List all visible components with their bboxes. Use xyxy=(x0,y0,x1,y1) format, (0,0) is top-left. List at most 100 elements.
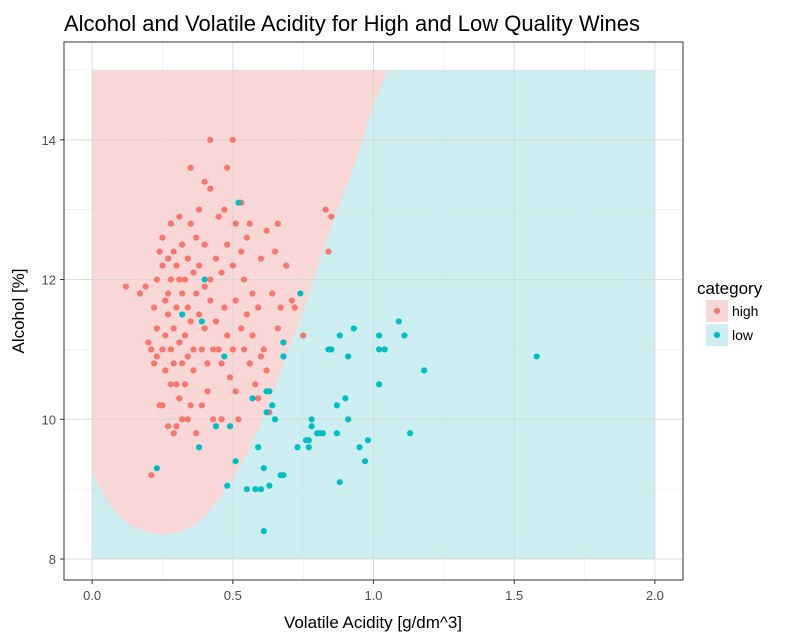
point-high xyxy=(176,213,183,220)
point-low xyxy=(345,416,352,423)
point-high xyxy=(218,360,225,367)
point-high xyxy=(193,430,200,437)
point-high xyxy=(229,346,236,353)
point-low xyxy=(336,479,343,486)
point-high xyxy=(195,206,203,213)
point-high xyxy=(204,360,211,367)
point-low xyxy=(271,416,279,423)
point-high xyxy=(153,325,160,332)
point-low xyxy=(406,430,414,437)
x-axis: 0.0 0.5 1.0 1.5 2.0 xyxy=(83,580,664,603)
point-high xyxy=(252,381,259,388)
point-high xyxy=(288,297,296,304)
point-high xyxy=(148,346,155,353)
point-high xyxy=(260,346,267,353)
point-high xyxy=(176,276,183,283)
point-high xyxy=(159,234,166,241)
y-tick-label: 10 xyxy=(42,412,56,427)
point-low xyxy=(294,444,301,451)
point-high xyxy=(181,381,189,388)
point-low xyxy=(263,409,270,416)
point-low xyxy=(226,423,234,430)
point-high xyxy=(187,220,194,227)
legend-swatch-low xyxy=(713,331,721,339)
point-high xyxy=(263,367,270,374)
point-low xyxy=(356,444,363,451)
y-tick-label: 14 xyxy=(42,133,56,148)
legend-label-low: low xyxy=(732,327,754,343)
point-high xyxy=(176,395,183,402)
point-low xyxy=(221,353,228,360)
point-low xyxy=(179,311,186,318)
point-high xyxy=(328,213,335,220)
legend: category high low xyxy=(697,279,763,346)
point-low xyxy=(305,444,312,451)
point-high xyxy=(179,290,186,297)
point-high xyxy=(274,325,281,332)
point-low xyxy=(421,367,428,374)
grid-major xyxy=(64,42,683,580)
point-high xyxy=(167,220,175,227)
point-low xyxy=(376,346,383,353)
point-high xyxy=(246,360,253,367)
point-low xyxy=(224,482,231,489)
point-high xyxy=(184,255,191,262)
point-low xyxy=(243,486,250,493)
point-high xyxy=(269,290,276,297)
point-high xyxy=(257,353,265,360)
point-high xyxy=(277,304,284,311)
point-low xyxy=(381,346,388,353)
point-high xyxy=(243,311,250,318)
point-low xyxy=(195,444,203,451)
legend-items: high low xyxy=(706,300,758,346)
point-high xyxy=(238,325,245,332)
point-low xyxy=(257,486,265,493)
point-high xyxy=(249,332,256,339)
point-high xyxy=(170,248,177,255)
point-high xyxy=(184,416,191,423)
point-high xyxy=(271,248,279,255)
point-low xyxy=(376,332,383,339)
y-tick-label: 8 xyxy=(49,552,56,567)
point-high xyxy=(240,276,248,283)
point-high xyxy=(201,283,208,290)
point-high xyxy=(162,297,169,304)
point-high xyxy=(322,206,329,213)
x-tick-label: 1.0 xyxy=(364,588,382,603)
point-high xyxy=(212,255,220,262)
point-high xyxy=(201,325,208,332)
region-high xyxy=(92,69,388,535)
point-low xyxy=(401,332,408,339)
point-low xyxy=(395,318,402,325)
point-low xyxy=(260,527,267,535)
point-low xyxy=(252,486,259,493)
point-high xyxy=(300,332,307,339)
point-low xyxy=(328,346,335,353)
point-high xyxy=(173,381,180,388)
point-high xyxy=(198,402,205,409)
point-high xyxy=(193,290,200,297)
point-high xyxy=(145,339,152,346)
point-high xyxy=(291,304,298,311)
point-low xyxy=(336,332,343,339)
point-high xyxy=(190,367,197,374)
x-tick-label: 2.0 xyxy=(646,588,664,603)
point-high xyxy=(167,346,175,353)
point-low xyxy=(266,482,273,489)
point-high xyxy=(159,346,166,353)
point-high xyxy=(246,220,253,227)
point-high xyxy=(221,304,228,311)
point-high xyxy=(190,346,197,353)
point-low xyxy=(232,458,239,465)
point-low xyxy=(249,395,256,402)
point-low xyxy=(235,199,242,206)
point-low xyxy=(305,437,312,444)
point-high xyxy=(235,416,242,423)
point-low xyxy=(212,423,220,430)
point-high xyxy=(153,353,160,360)
point-low xyxy=(308,423,315,430)
x-axis-title: Volatile Acidity [g/dm^3] xyxy=(284,613,462,632)
point-high xyxy=(173,262,180,269)
point-high xyxy=(176,339,183,346)
legend-title: category xyxy=(697,279,763,298)
